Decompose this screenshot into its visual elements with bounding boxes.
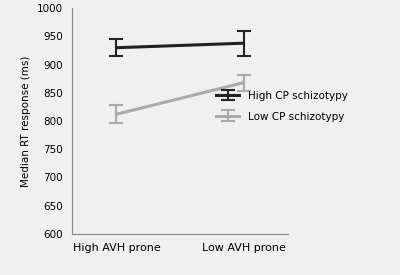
Legend: High CP schizotypy, Low CP schizotypy: High CP schizotypy, Low CP schizotypy [211, 86, 353, 127]
Y-axis label: Median RT response (ms): Median RT response (ms) [21, 55, 31, 187]
